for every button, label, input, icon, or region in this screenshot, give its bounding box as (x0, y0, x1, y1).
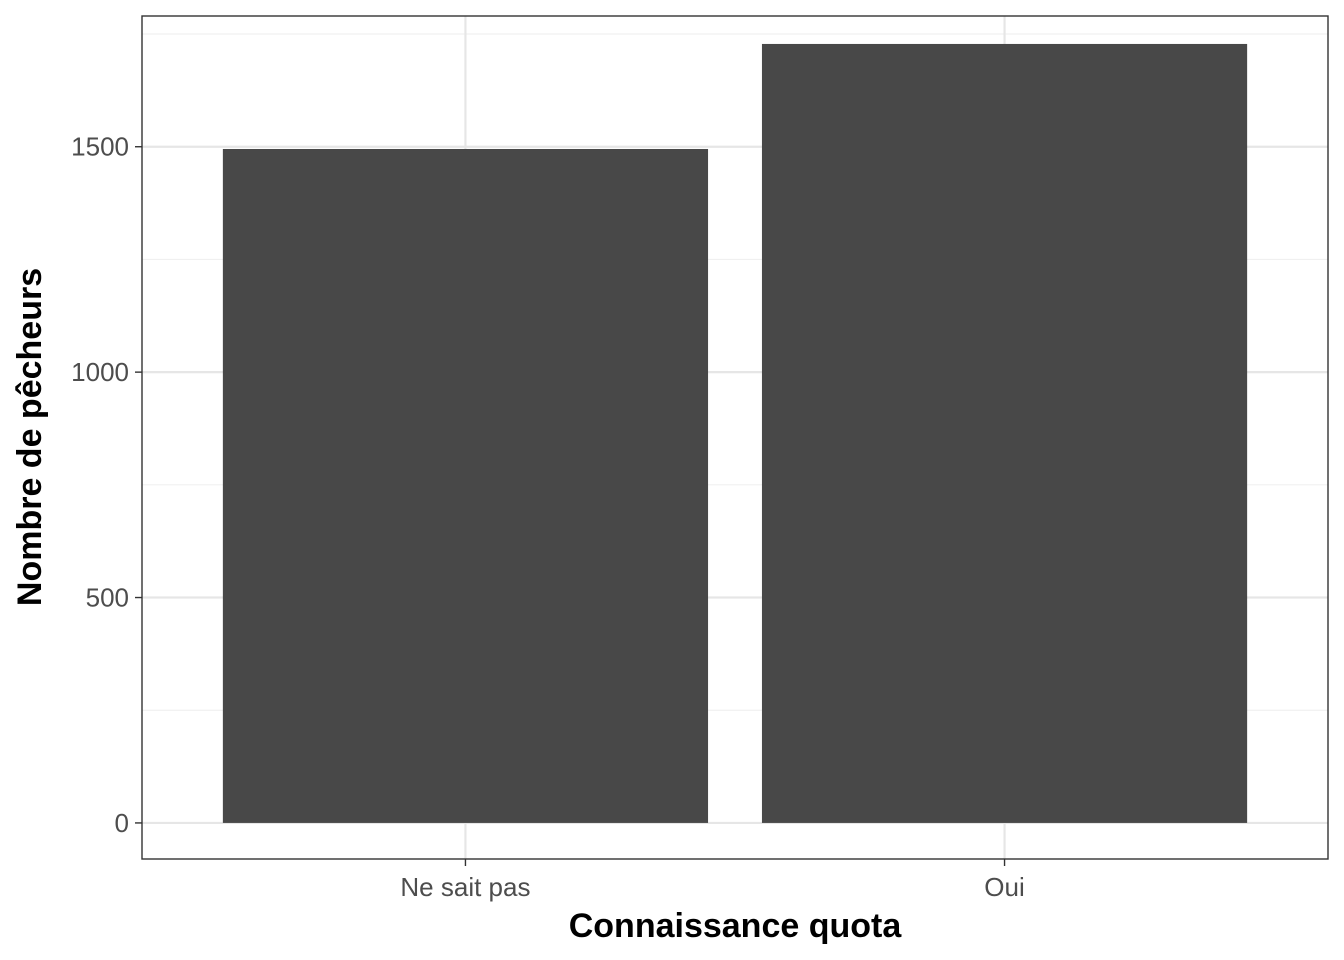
y-tick-label: 0 (115, 808, 129, 838)
x-tick-label: Oui (984, 872, 1024, 902)
bar (222, 148, 709, 823)
y-axis: 0 500 1000 1500 (71, 132, 142, 838)
y-tick-label: 1000 (71, 357, 129, 387)
panel-border (141, 15, 1329, 860)
x-axis: Ne sait pas Oui (400, 859, 1025, 902)
bars (222, 43, 1248, 823)
y-tick-label: 500 (86, 583, 129, 613)
bar (761, 43, 1248, 823)
y-axis-title: Nombre de pêcheurs (11, 268, 49, 606)
x-axis-title: Connaissance quota (569, 907, 903, 945)
x-tick-label: Ne sait pas (400, 872, 530, 902)
y-tick-label: 1500 (71, 132, 129, 162)
